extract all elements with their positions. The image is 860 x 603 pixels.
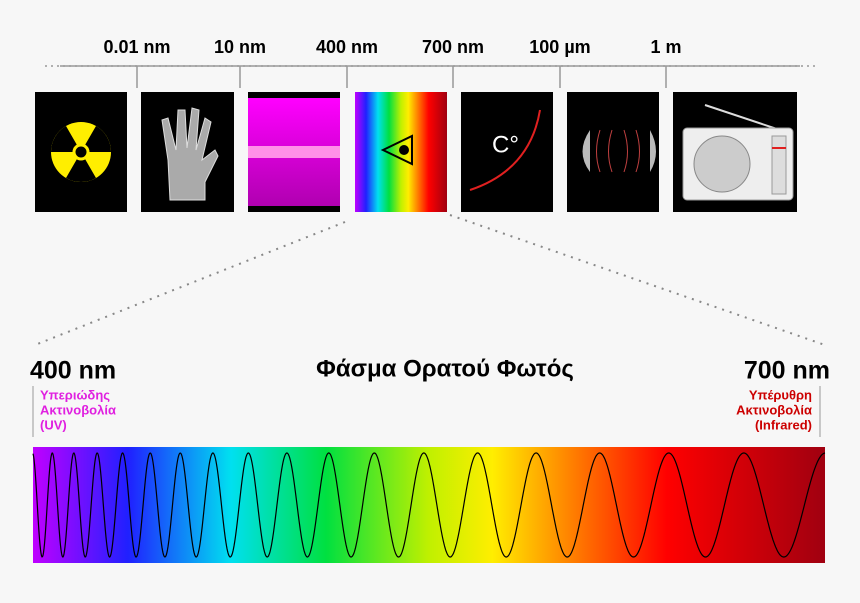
panel-uv xyxy=(248,92,340,212)
scale-label: 1 m xyxy=(650,37,681,57)
scale-label: 100 µm xyxy=(529,37,590,57)
scale-label: 0.01 nm xyxy=(103,37,170,57)
zoom-line xyxy=(34,221,346,346)
panel-visible xyxy=(355,92,447,212)
wave xyxy=(32,452,826,558)
scale-label: 700 nm xyxy=(422,37,484,57)
zoom-line xyxy=(449,214,826,346)
spectrum-bar xyxy=(33,447,825,563)
ir-label: (Infrared) xyxy=(755,417,812,432)
panel-radio xyxy=(673,92,797,212)
title: Φάσμα Ορατού Φωτός xyxy=(316,355,574,382)
panel-infrared: C° xyxy=(461,92,553,212)
right-wavelength: 700 nm xyxy=(744,357,830,385)
ir-label: Ακτινοβολία xyxy=(736,402,812,417)
uv-label: (UV) xyxy=(40,417,67,432)
uv-label: Ακτινοβολία xyxy=(40,402,116,417)
left-wavelength: 400 nm xyxy=(30,357,116,385)
ir-label: Υπέρυθρη xyxy=(749,387,812,402)
uv-label: Υπεριώδης xyxy=(40,387,110,402)
panel-xray xyxy=(141,92,234,212)
thermometer-label: C° xyxy=(492,131,519,158)
scale-label: 10 nm xyxy=(214,37,266,57)
scale-label: 400 nm xyxy=(316,37,378,57)
panel-gamma xyxy=(35,92,127,212)
panel-microwave xyxy=(567,92,659,212)
